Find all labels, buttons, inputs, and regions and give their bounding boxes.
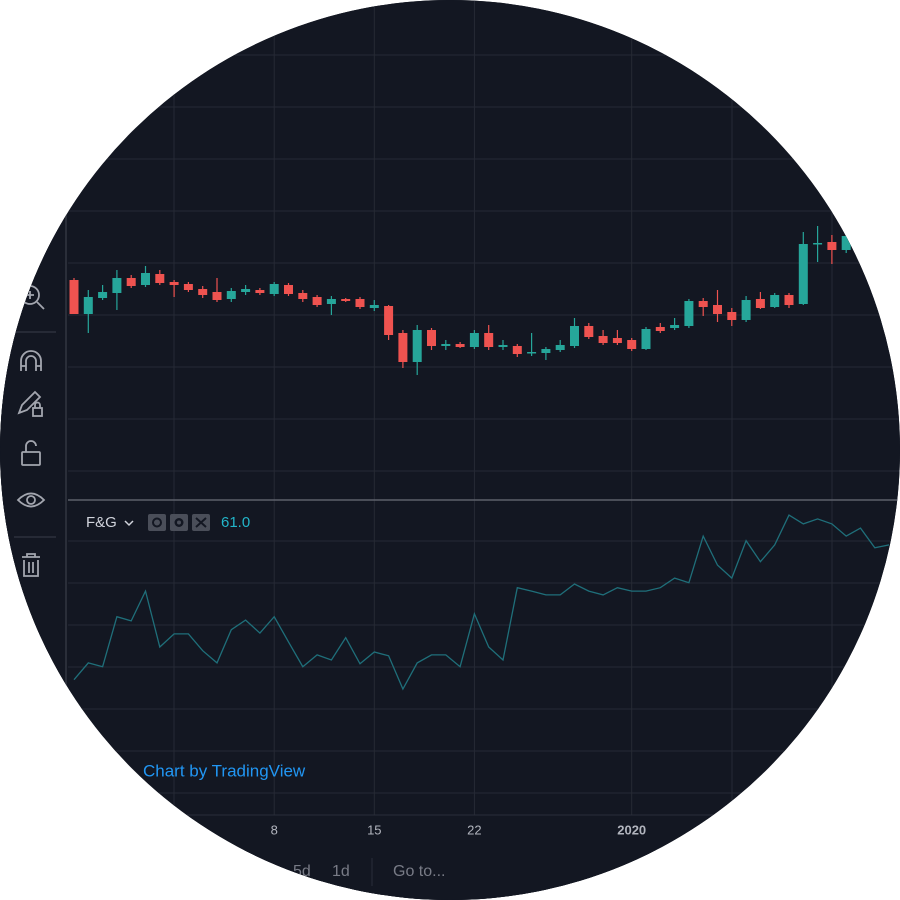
- candle-body: [755, 299, 765, 308]
- candle-body: [183, 284, 193, 290]
- candle-body: [598, 336, 608, 343]
- candle-body: [655, 327, 665, 331]
- candle-body: [541, 349, 551, 353]
- timeframe-button[interactable]: 1d: [332, 863, 350, 880]
- candle-body: [369, 305, 379, 308]
- candle-body: [827, 242, 837, 250]
- candle-body: [241, 289, 251, 292]
- watermark[interactable]: Chart by TradingView: [143, 761, 306, 780]
- candle-body: [841, 236, 851, 250]
- visibility-button[interactable]: [148, 514, 166, 531]
- candle-body: [212, 292, 222, 300]
- candle-body: [126, 278, 136, 286]
- bottom-bar-bg: [0, 850, 900, 900]
- candle-body: [698, 301, 708, 307]
- candle-body: [527, 352, 537, 354]
- candle-body: [427, 330, 436, 346]
- candle-body: [326, 299, 336, 304]
- price-pane: [69, 226, 851, 375]
- candle-body: [713, 305, 722, 314]
- x-tick-label: 22: [467, 822, 481, 837]
- candle-body: [512, 346, 522, 354]
- remove-drawings-tool[interactable]: [22, 553, 40, 577]
- candle-body: [312, 297, 322, 305]
- candle-body: [83, 297, 93, 314]
- timeframe-button[interactable]: 5d: [293, 863, 311, 880]
- candle-body: [384, 306, 394, 335]
- indicator-value: 61.0: [221, 514, 250, 531]
- candle-body: [813, 243, 823, 245]
- candle-body: [69, 280, 79, 314]
- candle-body: [484, 333, 494, 347]
- lock-drawings-tool[interactable]: [17, 390, 43, 417]
- indicator-name[interactable]: F&G: [86, 514, 117, 531]
- candle-body: [555, 345, 565, 350]
- candle-body: [498, 345, 508, 347]
- candle-body: [141, 273, 150, 285]
- candle-body: [441, 344, 451, 346]
- candle-body: [612, 338, 622, 343]
- candle-body: [298, 293, 308, 299]
- candle-body: [341, 299, 351, 301]
- candle-body: [455, 344, 465, 347]
- candle-body: [112, 278, 122, 293]
- toolbar-bg: [0, 0, 66, 900]
- candle-body: [641, 329, 651, 349]
- indicator-pane: [73, 514, 890, 691]
- candle-body: [198, 289, 208, 295]
- candle-body: [727, 312, 737, 320]
- magnet-tool[interactable]: [20, 350, 42, 371]
- candle-body: [98, 292, 108, 298]
- grid: [68, 0, 900, 815]
- candle-body: [670, 325, 680, 328]
- time-axis: 8 15 22 2020: [271, 822, 647, 837]
- candle-body: [155, 274, 165, 283]
- remove-icon: [195, 517, 207, 528]
- candle-body: [169, 282, 179, 285]
- candle-body: [584, 326, 594, 337]
- candle-body: [570, 326, 579, 346]
- indicator-line: [73, 514, 890, 691]
- candle-body: [469, 333, 479, 347]
- candle-body: [284, 285, 293, 294]
- visibility-icon: [152, 517, 162, 528]
- candle-body: [355, 299, 365, 307]
- bottom-toolbar: 5d 1d Go to...: [0, 850, 900, 900]
- candle-body: [269, 284, 279, 294]
- settings-icon-core: [177, 520, 181, 525]
- candle-body: [784, 295, 794, 305]
- visibility-tool[interactable]: [16, 492, 46, 508]
- indicator-buttons: [148, 514, 210, 531]
- candle-body: [770, 295, 780, 307]
- candle-body: [627, 340, 637, 349]
- x-tick-label: 2020: [617, 822, 646, 837]
- x-tick-label: 15: [367, 822, 381, 837]
- candle-body: [684, 301, 694, 326]
- candle-body: [798, 244, 808, 304]
- lock-tool[interactable]: [21, 440, 41, 466]
- candle-body: [741, 300, 751, 320]
- candle-body: [255, 290, 265, 293]
- candle-body: [398, 333, 408, 362]
- candle-body: [226, 291, 236, 299]
- candle-body: [412, 330, 422, 362]
- indicator-menu-chevron[interactable]: [124, 520, 134, 527]
- x-tick-label: 8: [271, 822, 278, 837]
- left-toolbar: [0, 0, 67, 900]
- goto-button[interactable]: Go to...: [393, 863, 445, 880]
